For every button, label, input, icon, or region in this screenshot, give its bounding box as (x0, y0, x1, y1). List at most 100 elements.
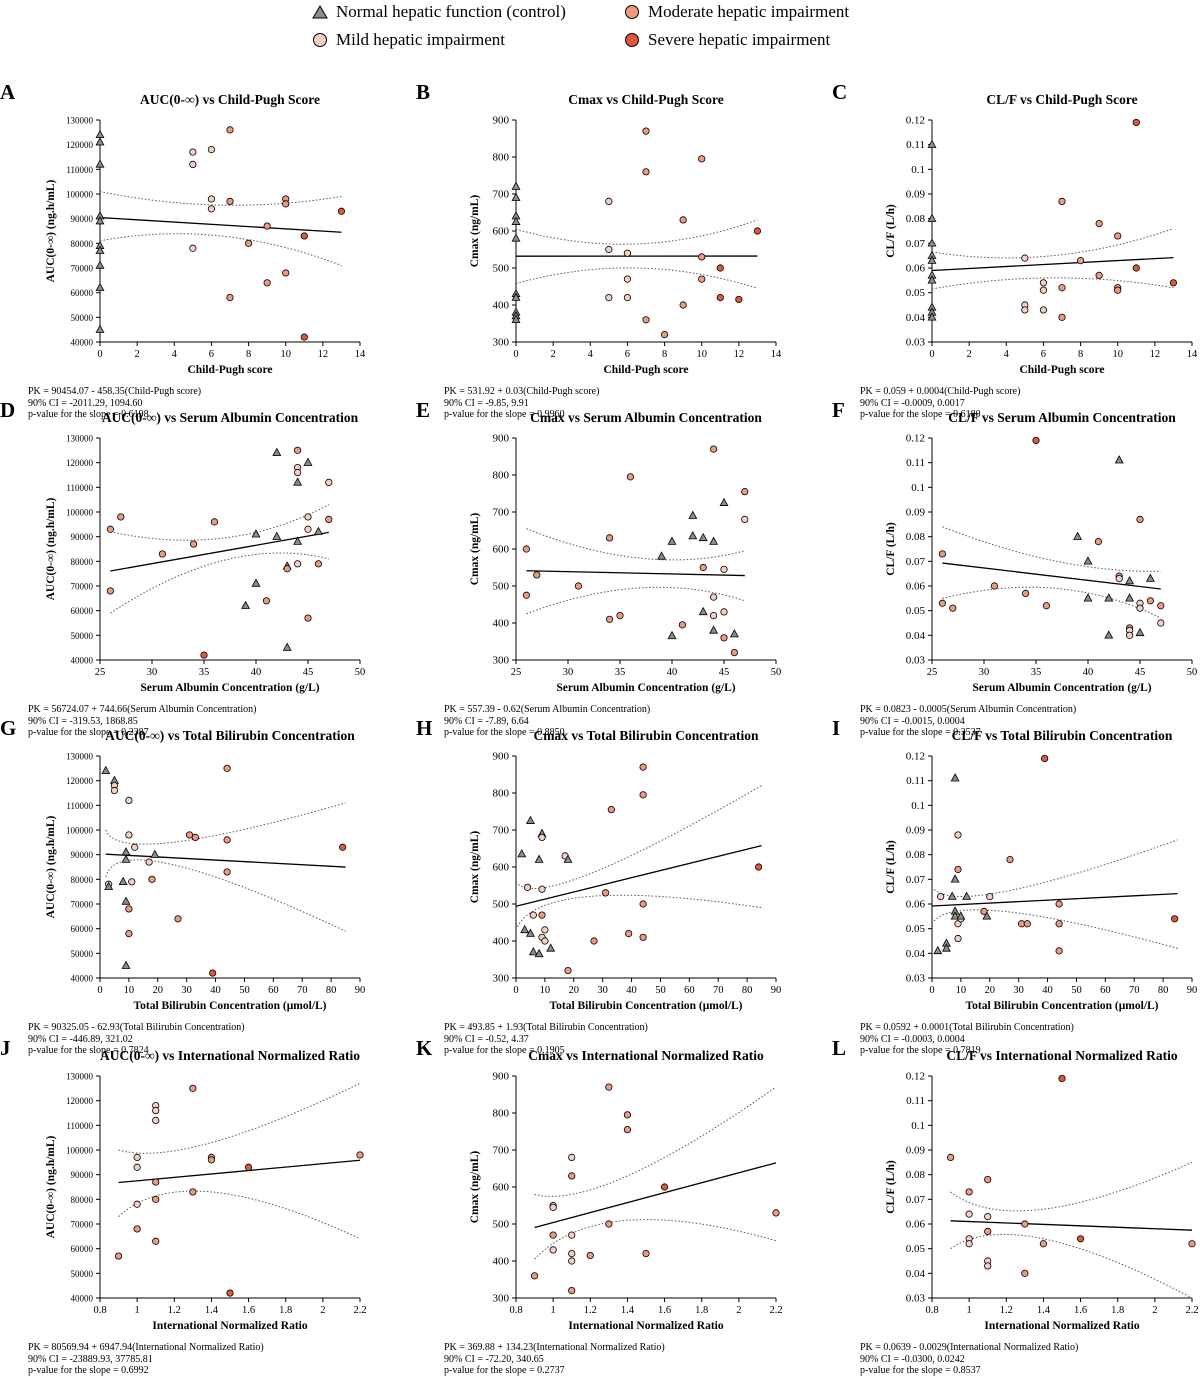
x-tick-label: 40 (1083, 667, 1094, 678)
data-point-moderate (575, 583, 581, 589)
y-tick-label: 900 (493, 751, 510, 763)
data-point-control (521, 926, 529, 933)
stats-line: PK = 90325.05 - 62.93(Total Bilirubin Co… (28, 1022, 245, 1034)
data-point-control (689, 532, 697, 539)
data-point-severe (1077, 1236, 1083, 1242)
data-point-moderate (550, 1232, 556, 1238)
data-point-mild (305, 514, 311, 520)
data-point-moderate (1096, 272, 1102, 278)
stats-line: 90% CI = -23889.93, 37785.81 (28, 1354, 264, 1366)
y-tick-label: 0.08 (906, 849, 926, 861)
data-point-control (273, 449, 281, 456)
data-point-control (96, 261, 104, 268)
data-point-moderate (1043, 603, 1049, 609)
data-point-moderate (1056, 948, 1062, 954)
x-tick-label: 2 (1152, 1305, 1157, 1316)
y-tick-label: 40000 (71, 1294, 94, 1304)
y-tick-label: 80000 (71, 557, 94, 567)
data-point-moderate (991, 583, 997, 589)
y-tick-label: 0.11 (906, 775, 925, 787)
y-tick-label: 0.09 (906, 189, 926, 201)
stats-line: PK = 80569.94 + 6947.94(International No… (28, 1342, 264, 1354)
data-point-mild (569, 1258, 575, 1264)
y-tick-label: 400 (493, 1256, 510, 1268)
data-point-control (710, 626, 718, 633)
y-tick-label: 100000 (66, 508, 94, 518)
y-tick-label: 300 (493, 655, 510, 667)
x-tick-label: 50 (355, 667, 366, 678)
data-point-moderate (643, 128, 649, 134)
ci-lower-band (932, 278, 1173, 289)
y-tick-label: 0.06 (906, 899, 926, 911)
data-point-mild (966, 1241, 972, 1247)
y-axis-label: Cmax (ng/mL) (469, 513, 481, 586)
data-point-control (119, 878, 127, 885)
y-tick-label: 90000 (71, 1170, 94, 1180)
y-axis-label: CL/F (L/h) (885, 840, 897, 894)
data-point-control (530, 948, 538, 955)
y-tick-label: 0.03 (906, 337, 926, 349)
y-tick-label: 0.07 (906, 556, 926, 568)
data-point-mild (966, 1211, 972, 1217)
data-point-control (122, 855, 130, 862)
x-tick-label: 1.2 (168, 1305, 181, 1316)
ci-upper-band (535, 1087, 776, 1196)
y-tick-label: 0.1 (911, 800, 925, 812)
data-point-mild (624, 276, 630, 282)
x-tick-label: 10 (540, 985, 551, 996)
data-point-mild (550, 1204, 556, 1210)
x-tick-label: 2.2 (1185, 1305, 1198, 1316)
x-tick-label: 20 (985, 985, 996, 996)
y-tick-label: 700 (493, 507, 510, 519)
data-point-moderate (534, 572, 540, 578)
x-axis-label: International Normalized Ratio (152, 1320, 307, 1332)
x-axis-label: International Normalized Ratio (984, 1320, 1139, 1332)
data-point-mild (1158, 620, 1164, 626)
x-axis-label: International Normalized Ratio (568, 1320, 723, 1332)
data-point-moderate (1056, 901, 1062, 907)
y-tick-label: 120000 (66, 776, 94, 786)
stats-line: p-value for the slope = 0.6992 (28, 1365, 264, 1377)
x-tick-label: 40 (210, 985, 221, 996)
x-tick-label: 0 (97, 985, 102, 996)
y-tick-label: 300 (493, 973, 510, 985)
data-point-moderate (326, 516, 332, 522)
data-point-moderate (1022, 590, 1028, 596)
y-tick-label: 70000 (71, 900, 94, 910)
data-point-mild (539, 886, 545, 892)
data-point-moderate (643, 317, 649, 323)
data-point-moderate (118, 514, 124, 520)
y-tick-label: 130000 (66, 116, 94, 126)
stats-line: PK = 557.39 - 0.62(Serum Albumin Concent… (444, 704, 650, 716)
x-tick-label: 50 (239, 985, 250, 996)
y-tick-label: 800 (493, 470, 510, 482)
data-point-moderate (569, 1287, 575, 1293)
data-point-control (1126, 594, 1134, 601)
data-point-moderate (624, 1112, 630, 1118)
x-tick-label: 8 (662, 349, 667, 360)
regression-line (526, 571, 744, 576)
data-point-moderate (640, 934, 646, 940)
data-point-severe (1059, 1075, 1065, 1081)
data-point-moderate (159, 551, 165, 557)
x-tick-label: 1 (967, 1305, 972, 1316)
y-tick-label: 700 (493, 825, 510, 837)
data-point-mild (569, 1250, 575, 1256)
x-tick-label: 35 (1031, 667, 1042, 678)
y-tick-label: 120000 (66, 140, 94, 150)
data-point-control (699, 608, 707, 615)
x-tick-label: 90 (771, 985, 782, 996)
data-point-mild (134, 1201, 140, 1207)
ci-upper-band (516, 220, 757, 244)
x-axis-label: Serum Albumin Concentration (g/L) (140, 682, 319, 694)
x-tick-label: 0 (513, 985, 518, 996)
data-point-mild (742, 516, 748, 522)
y-tick-label: 70000 (71, 582, 94, 592)
data-point-moderate (606, 616, 612, 622)
data-point-mild (326, 479, 332, 485)
